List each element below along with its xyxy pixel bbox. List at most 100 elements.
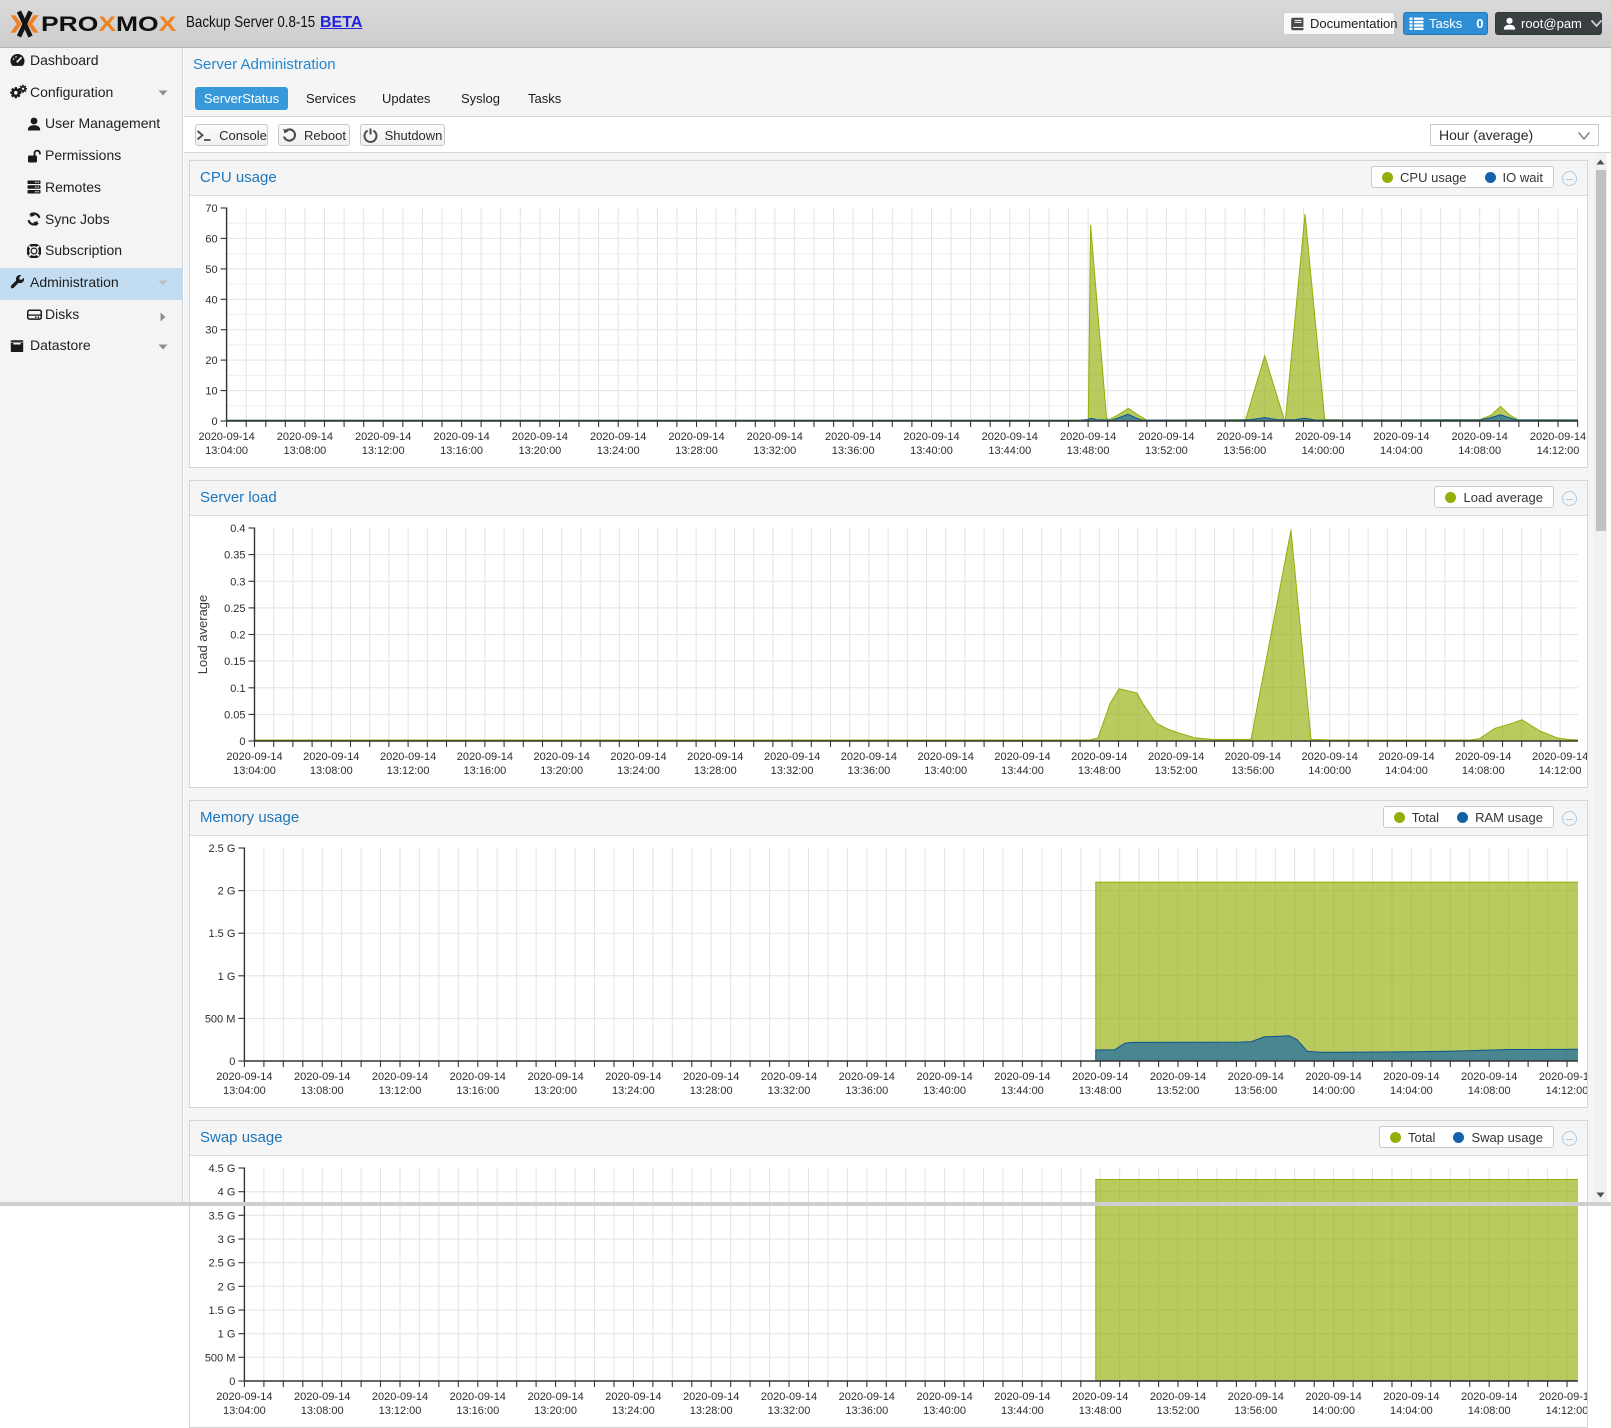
svg-text:2020-09-14: 2020-09-14: [1072, 1391, 1128, 1403]
svg-text:13:56:00: 13:56:00: [1231, 765, 1274, 777]
svg-text:13:40:00: 13:40:00: [923, 1085, 966, 1097]
svg-text:Load average: Load average: [195, 595, 210, 675]
svg-text:13:16:00: 13:16:00: [456, 1085, 499, 1097]
svg-text:2020-09-14: 2020-09-14: [994, 1071, 1050, 1083]
svg-text:13:40:00: 13:40:00: [910, 445, 953, 457]
svg-text:1.5 G: 1.5 G: [208, 928, 235, 940]
svg-text:2020-09-14: 2020-09-14: [839, 1391, 895, 1403]
svg-text:2020-09-14: 2020-09-14: [1228, 1071, 1284, 1083]
svg-text:2020-09-14: 2020-09-14: [687, 751, 743, 763]
svg-text:2020-09-14: 2020-09-14: [372, 1071, 428, 1083]
svg-text:2020-09-14: 2020-09-14: [916, 1071, 972, 1083]
svg-text:2 G: 2 G: [218, 1281, 236, 1293]
svg-text:13:20:00: 13:20:00: [518, 445, 561, 457]
svg-text:13:28:00: 13:28:00: [694, 765, 737, 777]
svg-text:0.35: 0.35: [224, 550, 245, 562]
svg-text:2020-09-14: 2020-09-14: [841, 751, 897, 763]
svg-text:13:12:00: 13:12:00: [379, 1085, 422, 1097]
svg-text:13:04:00: 13:04:00: [233, 765, 276, 777]
svg-text:500 M: 500 M: [205, 1013, 236, 1025]
svg-text:2020-09-14: 2020-09-14: [1150, 1071, 1206, 1083]
svg-text:2020-09-14: 2020-09-14: [450, 1071, 506, 1083]
svg-text:13:24:00: 13:24:00: [617, 765, 660, 777]
svg-text:10: 10: [205, 386, 217, 398]
svg-text:0.15: 0.15: [224, 656, 245, 668]
svg-text:0: 0: [229, 1376, 235, 1388]
svg-text:2020-09-14: 2020-09-14: [1373, 431, 1429, 443]
svg-text:2020-09-14: 2020-09-14: [512, 431, 568, 443]
svg-text:2020-09-14: 2020-09-14: [303, 751, 359, 763]
svg-text:14:12:00: 14:12:00: [1537, 445, 1580, 457]
svg-text:2020-09-14: 2020-09-14: [527, 1071, 583, 1083]
svg-text:13:48:00: 13:48:00: [1078, 765, 1121, 777]
svg-text:0: 0: [211, 416, 217, 428]
svg-text:13:24:00: 13:24:00: [612, 1085, 655, 1097]
svg-text:2020-09-14: 2020-09-14: [1532, 751, 1587, 763]
svg-text:2020-09-14: 2020-09-14: [277, 431, 333, 443]
svg-text:2020-09-14: 2020-09-14: [355, 431, 411, 443]
svg-text:2020-09-14: 2020-09-14: [1060, 431, 1116, 443]
svg-text:13:32:00: 13:32:00: [753, 445, 796, 457]
svg-text:13:48:00: 13:48:00: [1067, 445, 1110, 457]
svg-text:0.25: 0.25: [224, 603, 245, 615]
svg-text:2020-09-14: 2020-09-14: [198, 431, 254, 443]
svg-text:13:32:00: 13:32:00: [768, 1405, 811, 1417]
svg-text:2020-09-14: 2020-09-14: [1530, 431, 1586, 443]
svg-text:20: 20: [205, 355, 217, 367]
svg-text:2020-09-14: 2020-09-14: [1217, 431, 1273, 443]
svg-text:1.5 G: 1.5 G: [208, 1305, 235, 1317]
svg-text:13:20:00: 13:20:00: [534, 1405, 577, 1417]
svg-text:13:48:00: 13:48:00: [1079, 1085, 1122, 1097]
svg-text:2020-09-14: 2020-09-14: [605, 1391, 661, 1403]
svg-text:0.2: 0.2: [230, 630, 245, 642]
svg-text:2020-09-14: 2020-09-14: [1378, 751, 1434, 763]
svg-text:13:08:00: 13:08:00: [283, 445, 326, 457]
svg-text:13:24:00: 13:24:00: [597, 445, 640, 457]
svg-text:2020-09-14: 2020-09-14: [216, 1391, 272, 1403]
svg-text:14:12:00: 14:12:00: [1546, 1085, 1587, 1097]
svg-text:1 G: 1 G: [218, 1329, 236, 1341]
svg-text:2020-09-14: 2020-09-14: [1452, 431, 1508, 443]
svg-text:14:08:00: 14:08:00: [1458, 445, 1501, 457]
svg-text:2020-09-14: 2020-09-14: [839, 1071, 895, 1083]
svg-text:14:00:00: 14:00:00: [1302, 445, 1345, 457]
svg-text:14:12:00: 14:12:00: [1546, 1405, 1587, 1417]
svg-text:40: 40: [205, 294, 217, 306]
svg-text:2020-09-14: 2020-09-14: [994, 1391, 1050, 1403]
svg-text:2020-09-14: 2020-09-14: [916, 1391, 972, 1403]
svg-text:2020-09-14: 2020-09-14: [1305, 1071, 1361, 1083]
svg-text:13:12:00: 13:12:00: [379, 1405, 422, 1417]
svg-text:13:44:00: 13:44:00: [1001, 1405, 1044, 1417]
svg-text:14:12:00: 14:12:00: [1539, 765, 1582, 777]
svg-text:13:56:00: 13:56:00: [1223, 445, 1266, 457]
svg-text:500 M: 500 M: [205, 1352, 236, 1364]
svg-text:2020-09-14: 2020-09-14: [918, 751, 974, 763]
svg-text:13:28:00: 13:28:00: [690, 1405, 733, 1417]
svg-text:2020-09-14: 2020-09-14: [761, 1391, 817, 1403]
svg-text:2020-09-14: 2020-09-14: [1461, 1391, 1517, 1403]
svg-text:2020-09-14: 2020-09-14: [1539, 1391, 1587, 1403]
svg-text:2020-09-14: 2020-09-14: [610, 751, 666, 763]
svg-text:13:52:00: 13:52:00: [1157, 1085, 1200, 1097]
svg-text:2020-09-14: 2020-09-14: [747, 431, 803, 443]
svg-text:13:44:00: 13:44:00: [1001, 765, 1044, 777]
svg-text:13:08:00: 13:08:00: [301, 1405, 344, 1417]
svg-text:13:16:00: 13:16:00: [463, 765, 506, 777]
svg-text:2020-09-14: 2020-09-14: [1295, 431, 1351, 443]
svg-text:2020-09-14: 2020-09-14: [534, 751, 590, 763]
svg-text:2020-09-14: 2020-09-14: [764, 751, 820, 763]
svg-text:2020-09-14: 2020-09-14: [1461, 1071, 1517, 1083]
svg-text:4.5 G: 4.5 G: [208, 1163, 235, 1175]
svg-text:2020-09-14: 2020-09-14: [668, 431, 724, 443]
svg-text:14:00:00: 14:00:00: [1308, 765, 1351, 777]
svg-text:2020-09-14: 2020-09-14: [590, 431, 646, 443]
svg-text:2020-09-14: 2020-09-14: [1148, 751, 1204, 763]
svg-text:2020-09-14: 2020-09-14: [1305, 1391, 1361, 1403]
svg-text:14:08:00: 14:08:00: [1468, 1085, 1511, 1097]
svg-text:2020-09-14: 2020-09-14: [1225, 751, 1281, 763]
svg-text:0.05: 0.05: [224, 709, 245, 721]
svg-text:14:00:00: 14:00:00: [1312, 1405, 1355, 1417]
svg-text:13:40:00: 13:40:00: [924, 765, 967, 777]
svg-text:3.5 G: 3.5 G: [208, 1210, 235, 1222]
svg-text:1 G: 1 G: [218, 971, 236, 983]
